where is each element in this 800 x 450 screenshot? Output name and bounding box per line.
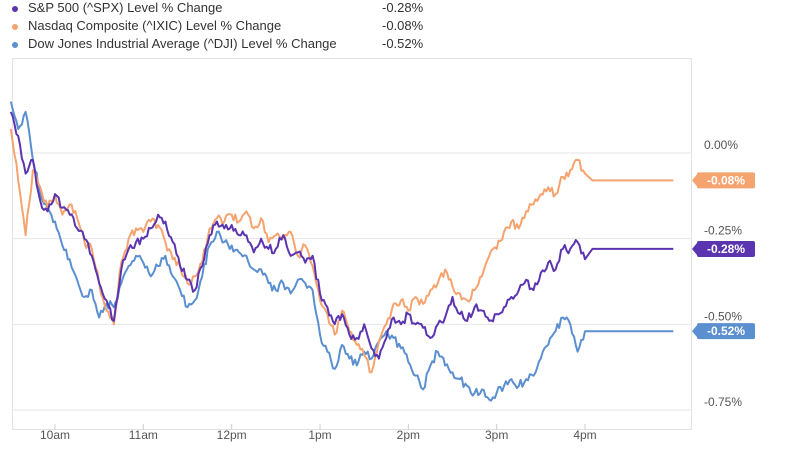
x-tick-label-1: 11am: [129, 428, 158, 442]
end-label-pointer-dji: [692, 325, 697, 338]
end-label-box-ixic: [697, 172, 755, 189]
x-tick-label-5: 3pm: [485, 428, 508, 442]
end-label-pointer-spx: [692, 242, 697, 255]
legend-marker-dji: [12, 42, 18, 48]
end-label-box-spx: [697, 240, 755, 257]
end-label-dji: -0.52%: [707, 324, 745, 338]
y-tick-label-3: -0.75%: [704, 395, 742, 409]
x-tick-label-6: 4pm: [573, 428, 596, 442]
x-axis-ticks: 10am 11am 12pm 1pm 2pm 3pm 4pm: [40, 424, 597, 442]
y-tick-label-2: -0.50%: [704, 309, 742, 323]
series-line-ixic: [9, 128, 674, 374]
legend-marker-ixic: [12, 24, 18, 30]
legend-label-dji: Dow Jones Industrial Average (^DJI) Leve…: [28, 36, 337, 51]
legend-value-spx: -0.28%: [382, 0, 424, 15]
series-lines: [9, 101, 674, 402]
x-tick-label-0: 10am: [40, 428, 70, 442]
y-axis-ticks: 0.00% -0.25% -0.50% -0.75%: [704, 138, 742, 409]
legend-label-ixic: Nasdaq Composite (^IXIC) Level % Change: [28, 18, 282, 33]
x-tick-label-4: 2pm: [397, 428, 420, 442]
series-line-spx: [9, 111, 674, 360]
legend-marker-spx: [12, 6, 18, 12]
legend-label-spx: S&P 500 (^SPX) Level % Change: [28, 0, 223, 15]
series-line-dji: [9, 101, 674, 402]
grid-lines: [12, 152, 692, 411]
end-label-box-dji: [697, 323, 755, 340]
end-value-labels: -0.52% -0.08% -0.28%: [692, 172, 755, 340]
y-tick-label-0: 0.00%: [704, 138, 738, 152]
end-label-pointer-ixic: [692, 174, 697, 187]
end-label-ixic: -0.08%: [707, 173, 745, 187]
legend-value-dji: -0.52%: [382, 36, 424, 51]
end-label-spx: -0.28%: [707, 242, 745, 256]
y-tick-label-1: -0.25%: [704, 224, 742, 238]
x-tick-label-3: 1pm: [308, 428, 331, 442]
legend-value-ixic: -0.08%: [382, 18, 424, 33]
x-tick-label-2: 12pm: [217, 428, 247, 442]
plot-area-frame: [12, 58, 692, 430]
